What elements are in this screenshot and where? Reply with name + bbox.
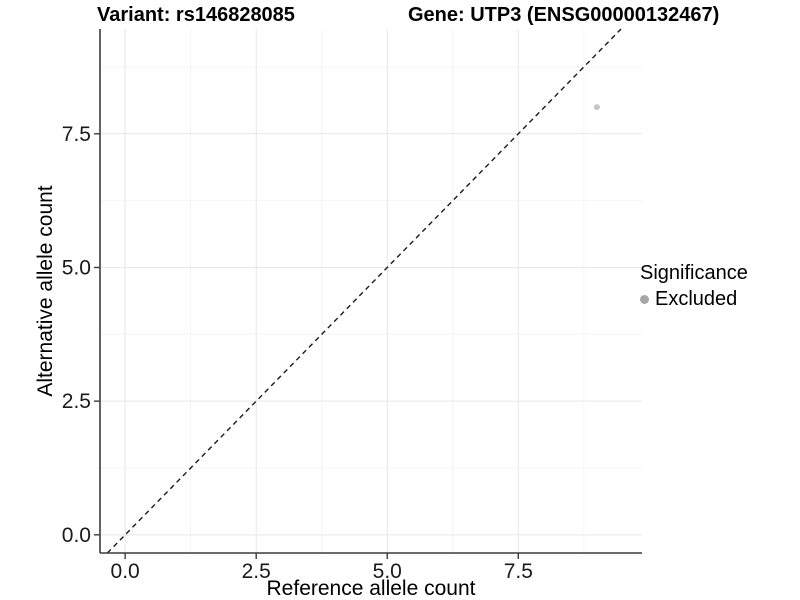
- x-tick-label: 7.5: [504, 560, 533, 583]
- y-tick-label: 2.5: [62, 390, 91, 413]
- y-tick-label: 7.5: [62, 123, 91, 146]
- legend-title: Significance: [640, 262, 748, 284]
- plot-title-variant: Variant: rs146828085: [97, 4, 295, 26]
- data-point-excluded: [593, 104, 600, 111]
- x-tick-label: 2.5: [242, 560, 271, 583]
- y-axis-title: Alternative allele count: [34, 185, 57, 397]
- x-axis-title: Reference allele count: [266, 577, 476, 600]
- legend-item-label: Excluded: [655, 288, 738, 310]
- y-tick-label: 5.0: [62, 256, 91, 279]
- x-tick-label: 5.0: [373, 560, 402, 583]
- legend-item-excluded: Excluded: [637, 288, 748, 311]
- legend: Significance Excluded: [637, 262, 748, 311]
- plot-title-gene: Gene: UTP3 (ENSG00000132467): [408, 4, 720, 26]
- legend-key-dot: [640, 295, 649, 304]
- y-tick-label: 0.0: [62, 524, 91, 547]
- x-tick-label: 0.0: [111, 560, 140, 583]
- plot-panel: [100, 29, 642, 553]
